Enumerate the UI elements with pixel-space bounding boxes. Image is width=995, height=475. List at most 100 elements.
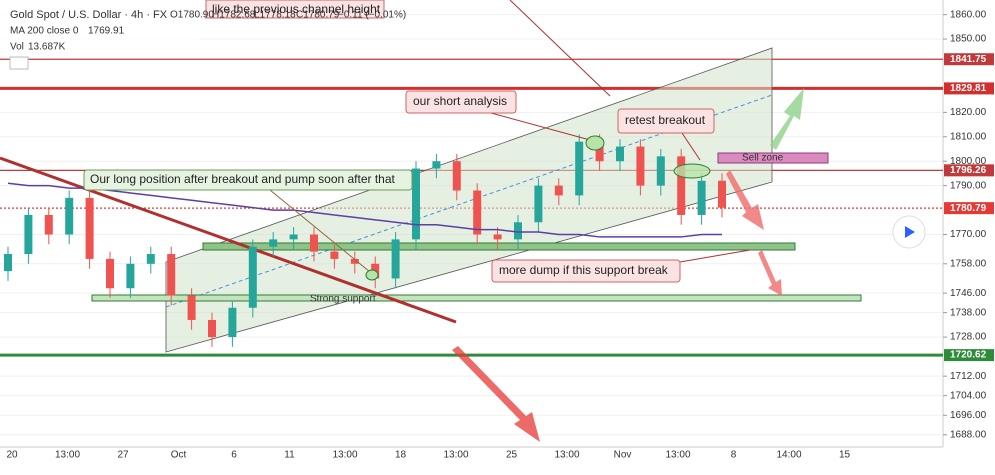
candle-body: [248, 246, 257, 308]
x-tick-label: 6: [231, 450, 237, 461]
candle-body: [697, 180, 706, 215]
price-tag-label: 1780.79: [950, 203, 987, 214]
candle-body: [554, 185, 563, 196]
ohlc-open: O1780.90: [170, 10, 214, 21]
y-tick-label: 1758.00: [950, 258, 987, 269]
callout-line: [679, 129, 701, 161]
annotation-box: [491, 259, 681, 283]
y-tick-label: 1696.00: [950, 410, 987, 421]
y-tick-label: 1790.00: [950, 180, 987, 191]
candle-body: [350, 258, 359, 264]
candle-body: [575, 141, 584, 196]
x-tick-label: Nov: [614, 450, 632, 461]
x-tick-label: 13:00: [332, 450, 357, 461]
annotation-text: Strong support: [310, 294, 376, 305]
x-tick-label: 18: [395, 450, 407, 461]
trend-line: [0, 156, 457, 324]
price-tag: [944, 82, 994, 95]
y-tick-label: 1728.00: [950, 332, 987, 343]
candle-body: [269, 239, 278, 247]
candle-body: [187, 295, 196, 320]
candle-body: [330, 251, 339, 259]
candle-body: [4, 254, 12, 272]
ohlc-change: −0.11 (−0.01%): [338, 10, 406, 21]
annotation-text: our short analysis: [413, 94, 507, 108]
callout-line: [269, 189, 371, 273]
annotation-text: Sell zone: [742, 153, 784, 164]
marker-ellipse: [673, 163, 711, 179]
candle-body: [493, 234, 502, 240]
y-tick-label: 1688.00: [950, 429, 987, 440]
candle-body: [534, 185, 543, 223]
candle-body: [718, 180, 726, 208]
x-tick-label: 14:00: [776, 450, 801, 461]
candle-body: [106, 258, 114, 289]
y-tick-label: 1800.00: [950, 156, 987, 167]
x-tick-label: 8: [731, 450, 737, 461]
candle-body: [677, 156, 686, 215]
price-tag-label: 1720.62: [950, 350, 987, 361]
support-zone: [202, 242, 796, 251]
candle-body: [289, 234, 298, 240]
ma-label: MA 200 close 0: [10, 26, 79, 37]
ohlc-high: H1782.68: [212, 10, 256, 21]
collapse-button[interactable]: [9, 56, 29, 70]
x-tick-label: 13:00: [554, 450, 579, 461]
x-tick-label: 27: [117, 450, 129, 461]
marker-ellipse: [365, 269, 379, 281]
candle-body: [636, 146, 645, 186]
down-arrow: [758, 250, 782, 296]
candle-body: [452, 161, 461, 191]
ma-value: 1769.91: [88, 26, 125, 37]
y-tick-label: 1810.00: [950, 131, 987, 142]
candle-body: [228, 307, 237, 338]
annotation-text: retest breakout: [625, 113, 706, 127]
strong-support-zone: [91, 294, 862, 302]
y-tick-label: 1738.00: [950, 307, 987, 318]
candle-body: [310, 234, 318, 252]
candle-body: [44, 214, 53, 235]
symbol: Gold Spot / U.S. Dollar · 4h · FX: [10, 9, 168, 21]
vol-label: Vol: [10, 42, 24, 53]
y-tick-label: 1704.00: [950, 390, 987, 401]
x-tick-label: 13:00: [665, 450, 690, 461]
price-tag: [944, 164, 994, 177]
price-tag-label: 1841.75: [950, 54, 987, 65]
price-tag: [944, 202, 994, 215]
candle-body: [656, 156, 665, 186]
callout-line: [679, 249, 751, 263]
annotation-text: like the previous channel height: [212, 2, 381, 16]
candle-body: [391, 239, 400, 279]
price-tag: [944, 53, 994, 66]
ohlc-close: C1780.79: [296, 10, 340, 21]
candle-body: [24, 214, 33, 255]
x-tick-label: Oct: [171, 450, 187, 461]
y-tick-label: 1712.00: [950, 371, 987, 382]
y-tick-label: 1820.00: [950, 107, 987, 118]
annotation-box: [205, 0, 385, 19]
x-tick-label: 11: [284, 450, 295, 461]
down-arrow: [452, 346, 540, 442]
x-tick-label: 25: [506, 450, 518, 461]
candle-body: [595, 141, 604, 162]
candle-body: [85, 197, 94, 259]
candle-body: [208, 319, 216, 338]
candle-body: [473, 190, 482, 235]
candle-body: [65, 197, 74, 235]
legend-bg: [0, 0, 200, 54]
candle-body: [514, 222, 522, 240]
x-tick-label: 15: [839, 450, 851, 461]
x-tick-label: 13:00: [55, 450, 80, 461]
x-tick-label: 13:00: [443, 450, 468, 461]
up-arrow: [770, 88, 804, 150]
x-tick-label: 20: [6, 450, 18, 461]
annotation-text: more dump if this support break: [499, 263, 669, 277]
price-tag-label: 1796.26: [950, 165, 987, 176]
scroll-icon: [905, 226, 915, 238]
annotation-box: [405, 90, 517, 114]
candle-body: [412, 168, 420, 240]
candle-body: [616, 146, 624, 162]
marker-ellipse: [585, 135, 605, 151]
annotation-box: [83, 169, 413, 191]
